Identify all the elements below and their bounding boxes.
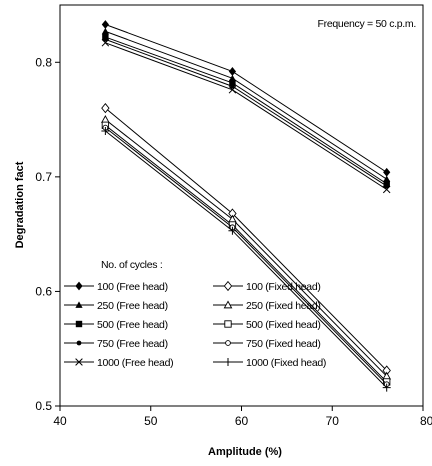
x-tick-label: 50 bbox=[144, 414, 158, 428]
legend-label: 250 (Fixed head) bbox=[246, 300, 321, 312]
legend-label: 250 (Free head) bbox=[97, 300, 168, 312]
x-tick-label: 70 bbox=[326, 414, 340, 428]
data-point bbox=[101, 39, 110, 47]
data-point bbox=[101, 127, 110, 136]
series-layer bbox=[101, 20, 392, 392]
series-10 bbox=[101, 127, 391, 392]
legend-marker bbox=[224, 358, 232, 366]
legend-marker bbox=[75, 320, 83, 328]
legend-entry: 100 (Free head) bbox=[64, 281, 168, 293]
legend-marker bbox=[225, 340, 231, 346]
legend-entry: 250 (Fixed head) bbox=[213, 300, 321, 312]
series-line bbox=[105, 30, 387, 180]
legend-entry: 750 (Fixed head) bbox=[213, 338, 321, 350]
legend-entry: 500 (Free head) bbox=[64, 319, 168, 331]
legend-label: 500 (Free head) bbox=[97, 319, 168, 331]
x-tick-label: 80 bbox=[420, 414, 432, 428]
chart-annotation: Frequency = 50 c.p.m. bbox=[318, 18, 416, 30]
legend-entry: 1000 (Free head) bbox=[64, 357, 174, 369]
legend-marker bbox=[223, 300, 233, 309]
data-point bbox=[228, 226, 237, 235]
legend-label: 1000 (Fixed head) bbox=[246, 357, 326, 369]
x-tick-label: 40 bbox=[53, 414, 67, 428]
legend-marker bbox=[224, 320, 232, 328]
x-axis: 40 50 60 70 80 bbox=[53, 406, 432, 428]
y-tick-label: 0.7 bbox=[35, 170, 52, 184]
legend-label: 100 (Free head) bbox=[97, 281, 168, 293]
data-point bbox=[101, 20, 109, 29]
data-point bbox=[101, 115, 110, 123]
data-point bbox=[383, 175, 391, 183]
data-point bbox=[382, 185, 391, 194]
data-point bbox=[229, 79, 236, 87]
data-point bbox=[230, 83, 235, 89]
data-point bbox=[383, 167, 391, 177]
y-tick-label: 0.8 bbox=[35, 55, 52, 69]
series-2 bbox=[101, 27, 391, 183]
data-point bbox=[102, 36, 108, 42]
data-point bbox=[384, 183, 390, 189]
series-4 bbox=[102, 36, 390, 189]
data-point bbox=[228, 74, 237, 82]
y-tick-label: 0.5 bbox=[35, 399, 52, 413]
legend-label: 1000 (Free head) bbox=[97, 357, 173, 369]
legend-entry: 1000 (Fixed head) bbox=[213, 357, 326, 369]
series-1 bbox=[101, 20, 391, 177]
legend: No. of cycles : 100 (Free head) 250 (Free… bbox=[64, 259, 326, 369]
series-5 bbox=[101, 39, 391, 194]
y-tick-label: 0.6 bbox=[35, 284, 52, 298]
legend-entry: 750 (Free head) bbox=[64, 338, 168, 350]
y-axis-title: Degradation fact bbox=[14, 161, 26, 248]
data-point bbox=[228, 67, 237, 76]
y-axis: 0.5 0.6 0.7 0.8 bbox=[35, 55, 60, 413]
data-point bbox=[101, 27, 109, 35]
x-axis-title: Amplitude (%) bbox=[208, 446, 282, 458]
legend-entry: 250 (Free head) bbox=[64, 300, 168, 312]
data-point bbox=[228, 86, 237, 94]
legend-entry: 100 (Fixed head) bbox=[213, 280, 321, 293]
legend-label: 750 (Free head) bbox=[97, 338, 168, 350]
legend-label: 750 (Fixed head) bbox=[246, 338, 321, 350]
legend-marker bbox=[75, 301, 83, 308]
legend-marker bbox=[76, 340, 82, 346]
legend-label: 500 (Fixed head) bbox=[246, 319, 321, 331]
data-point bbox=[101, 103, 110, 114]
data-point bbox=[382, 383, 391, 392]
legend-title: No. of cycles : bbox=[101, 259, 162, 271]
legend-marker bbox=[223, 280, 233, 292]
legend-marker bbox=[75, 358, 83, 366]
legend-label: 100 (Fixed head) bbox=[246, 281, 321, 293]
legend-marker bbox=[75, 281, 83, 291]
x-tick-label: 60 bbox=[235, 414, 249, 428]
series-6 bbox=[101, 103, 391, 376]
legend-entry: 500 (Fixed head) bbox=[213, 319, 321, 331]
series-line bbox=[105, 42, 387, 190]
